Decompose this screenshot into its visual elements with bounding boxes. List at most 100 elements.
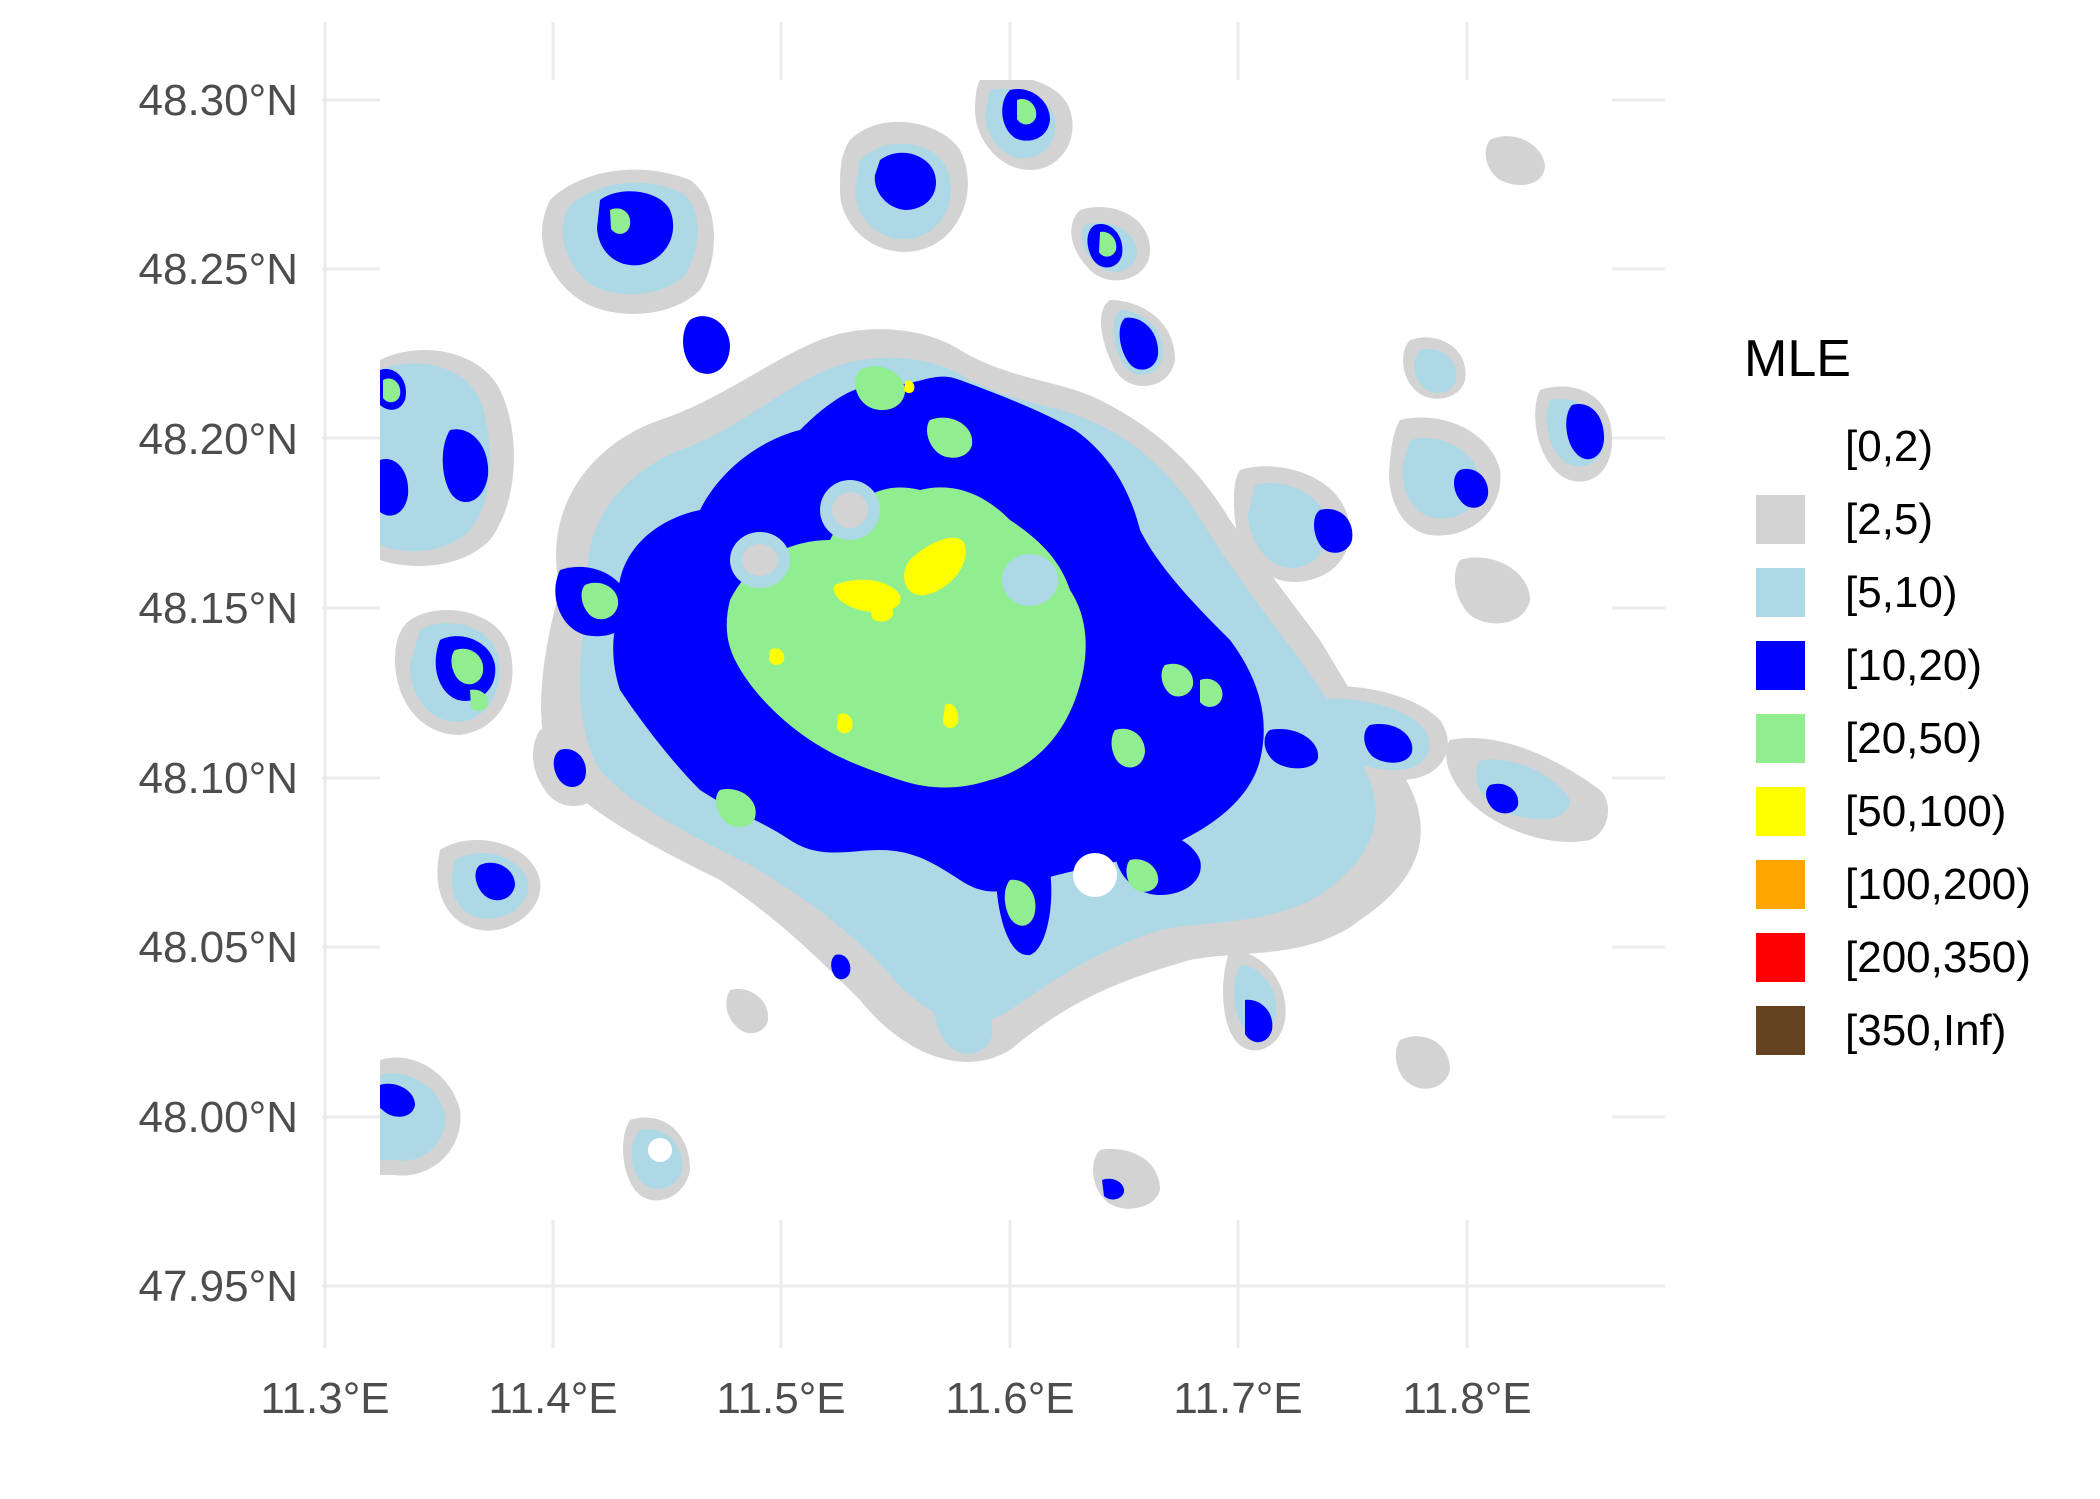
blue-sw4 <box>485 868 505 890</box>
x-tick-label: 11.5°E <box>716 1374 845 1423</box>
legend-entry: [350,Inf) <box>1756 1006 2006 1055</box>
central-green-core <box>726 487 1086 788</box>
legend-entry: [10,20) <box>1756 641 1982 690</box>
blue-e5 <box>1566 404 1605 460</box>
legend-swatch <box>1756 787 1805 836</box>
longitude-axis: 11.3°E 11.4°E 11.5°E 11.6°E 11.7°E 11.8°… <box>260 1374 1531 1423</box>
legend-label: [0,2) <box>1845 422 1933 471</box>
yellow-speck-3 <box>943 703 959 728</box>
grey-patch-ne5 <box>1395 1036 1450 1089</box>
lightblue-w1 <box>380 363 491 552</box>
lightblue-e1 <box>1248 483 1329 569</box>
hole-center-grey-inner <box>832 492 868 528</box>
green-e1 <box>1111 728 1145 768</box>
y-tick-label: 48.05°N <box>139 923 298 972</box>
legend-entry: [2,5) <box>1756 495 1933 544</box>
x-tick-label: 11.3°E <box>260 1374 389 1423</box>
blue-w1 <box>442 429 489 503</box>
legend-swatch <box>1756 860 1805 909</box>
yellow-core-1 <box>904 537 966 596</box>
legend-label: [2,5) <box>1845 495 1933 544</box>
green-w3 <box>470 689 489 711</box>
green-e2 <box>1161 663 1194 697</box>
y-tick-label: 48.10°N <box>139 754 298 803</box>
legend-swatch <box>1756 495 1805 544</box>
blue-nw2 <box>683 316 730 374</box>
blue-e2 <box>1364 724 1413 763</box>
class-20-50-regions <box>383 99 1223 926</box>
blue-n1 <box>874 152 936 210</box>
legend-entry: [20,50) <box>1756 714 1982 763</box>
legend-label: [10,20) <box>1845 641 1982 690</box>
blue-s1 <box>1245 999 1273 1043</box>
blue-w2 <box>380 459 409 516</box>
green-e3 <box>1200 678 1223 707</box>
blue-e3 <box>1314 509 1353 553</box>
yellow-speck-4 <box>904 380 915 393</box>
x-tick-label: 11.7°E <box>1173 1374 1302 1423</box>
latitude-axis: 48.30°N 48.25°N 48.20°N 48.15°N 48.10°N … <box>139 76 298 1311</box>
yellow-speck-1 <box>769 648 785 665</box>
legend-entry: [5,10) <box>1756 568 1958 617</box>
legend-label: [5,10) <box>1845 568 1958 617</box>
legend-title: MLE <box>1744 330 1851 388</box>
blue-sw3 <box>380 1083 415 1117</box>
legend-swatch <box>1756 933 1805 982</box>
legend-label: [100,200) <box>1845 860 2031 909</box>
hole-west-grey <box>742 544 778 576</box>
green-n3 <box>1017 99 1037 125</box>
blue-e1 <box>1264 729 1319 769</box>
green-nw1 <box>610 208 631 234</box>
green-s1 <box>1004 879 1036 926</box>
hole-se-white <box>1073 853 1117 897</box>
legend-swatch <box>1756 641 1805 690</box>
y-tick-label: 47.95°N <box>139 1262 298 1311</box>
legend-swatch <box>1756 422 1805 471</box>
x-tick-label: 11.8°E <box>1402 1374 1531 1423</box>
green-ne1 <box>1099 231 1117 257</box>
blue-s3 <box>1102 1178 1125 1200</box>
legend-entry: [0,2) <box>1756 422 1933 471</box>
green-se1 <box>1126 859 1159 892</box>
blue-ne1 <box>1119 317 1159 370</box>
legend-swatch <box>1756 568 1805 617</box>
legend-label: [350,Inf) <box>1845 1006 2006 1055</box>
grey-patch-ne3 <box>1485 136 1545 185</box>
lightblue-ne3 <box>1414 349 1457 393</box>
yellow-speck-2 <box>837 713 853 734</box>
legend-swatch <box>1756 714 1805 763</box>
green-n1 <box>855 366 905 411</box>
lightblue-s1 <box>934 980 993 1054</box>
class-50-100-regions <box>769 380 966 734</box>
yellow-core-3 <box>870 603 894 622</box>
legend-label: [200,350) <box>1845 933 2031 982</box>
legend-label: [20,50) <box>1845 714 1982 763</box>
green-w2 <box>451 648 484 685</box>
green-n2 <box>927 417 973 458</box>
legend-swatch <box>1756 1006 1805 1055</box>
legend-entry: [50,100) <box>1756 787 2006 836</box>
y-tick-label: 48.30°N <box>139 76 298 125</box>
ring-holes <box>648 480 1117 1162</box>
legend-label: [50,100) <box>1845 787 2006 836</box>
legend: MLE [0,2) [2,5) [5,10) [10,20) [20,50) [… <box>1744 330 2031 1055</box>
grey-patch-s4 <box>726 989 769 1034</box>
green-w1 <box>581 582 619 620</box>
blue-e4 <box>1454 468 1489 508</box>
green-w4 <box>383 378 401 403</box>
y-tick-label: 48.25°N <box>139 245 298 294</box>
x-tick-label: 11.4°E <box>488 1374 617 1423</box>
hole-sw-white <box>648 1138 672 1162</box>
y-tick-label: 48.00°N <box>139 1093 298 1142</box>
legend-entry: [200,350) <box>1756 933 2031 982</box>
grey-patch-e4 <box>1454 557 1530 624</box>
green-sw1 <box>716 789 756 827</box>
y-tick-label: 48.20°N <box>139 415 298 464</box>
blue-s2 <box>831 954 851 980</box>
y-tick-label: 48.15°N <box>139 584 298 633</box>
hole-east-lightblue <box>1002 554 1058 606</box>
mle-raster <box>380 80 1612 1220</box>
blue-sw1 <box>553 749 586 787</box>
blue-se2 <box>1486 783 1519 814</box>
